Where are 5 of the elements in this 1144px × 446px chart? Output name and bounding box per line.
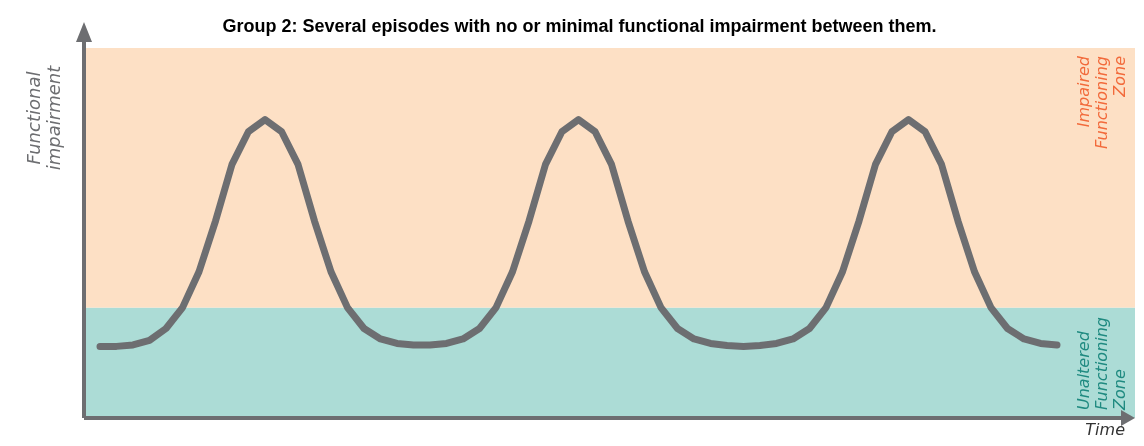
band-label: Unaltered Functioning Zone — [1074, 316, 1129, 411]
band-label: Impaired Functioning Zone — [1074, 55, 1129, 150]
chart-title: Group 2: Several episodes with no or minimal functional impairment between them. — [222, 16, 937, 36]
x-axis-title: Time — [1085, 420, 1126, 439]
y-axis-title: Functional impairment — [23, 64, 64, 171]
